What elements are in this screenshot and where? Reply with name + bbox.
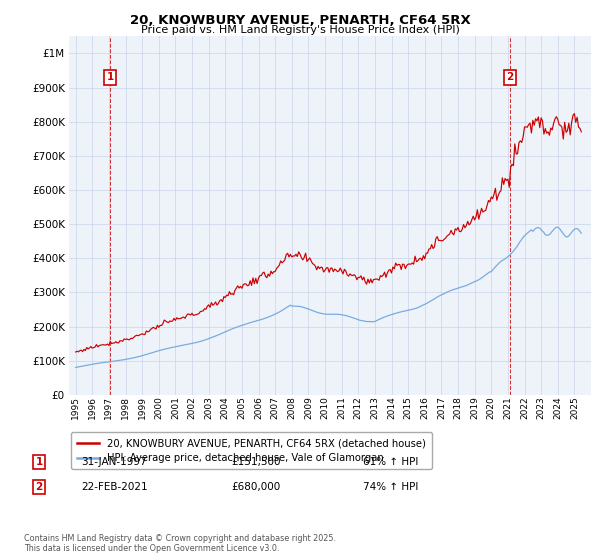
Text: 31-JAN-1997: 31-JAN-1997 [81, 457, 146, 467]
Text: 22-FEB-2021: 22-FEB-2021 [81, 482, 148, 492]
Text: 2: 2 [35, 482, 43, 492]
Text: 1: 1 [35, 457, 43, 467]
Legend: 20, KNOWBURY AVENUE, PENARTH, CF64 5RX (detached house), HPI: Average price, det: 20, KNOWBURY AVENUE, PENARTH, CF64 5RX (… [71, 432, 432, 469]
Text: 20, KNOWBURY AVENUE, PENARTH, CF64 5RX: 20, KNOWBURY AVENUE, PENARTH, CF64 5RX [130, 14, 470, 27]
Text: £680,000: £680,000 [231, 482, 280, 492]
Text: 2: 2 [506, 72, 514, 82]
Text: 74% ↑ HPI: 74% ↑ HPI [363, 482, 418, 492]
Text: Contains HM Land Registry data © Crown copyright and database right 2025.
This d: Contains HM Land Registry data © Crown c… [24, 534, 336, 553]
Text: 61% ↑ HPI: 61% ↑ HPI [363, 457, 418, 467]
Text: Price paid vs. HM Land Registry's House Price Index (HPI): Price paid vs. HM Land Registry's House … [140, 25, 460, 35]
Text: 1: 1 [107, 72, 114, 82]
Text: £151,500: £151,500 [231, 457, 281, 467]
